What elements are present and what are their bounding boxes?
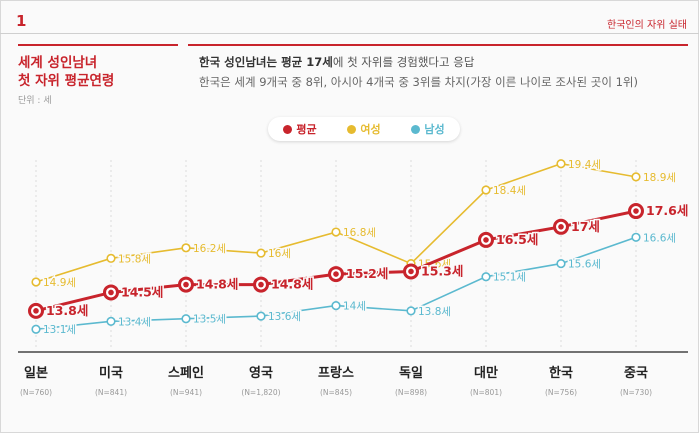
description-sub: 한국은 세계 9개국 중 8위, 아시아 4개국 중 3위를 차지(가장 이른 … bbox=[199, 75, 638, 89]
sample-size-label: (N=941) bbox=[170, 388, 202, 397]
legend-dot-female bbox=[347, 124, 357, 134]
data-point-male bbox=[406, 306, 416, 316]
data-point-female bbox=[256, 248, 266, 258]
chart-title: 세계 성인남녀 첫 자위 평균연령 bbox=[18, 54, 114, 90]
legend-item-average: 평균 bbox=[283, 121, 317, 137]
sample-size-label: (N=841) bbox=[95, 388, 127, 397]
data-point-female bbox=[631, 172, 641, 182]
data-label-male: 14세 bbox=[343, 301, 366, 313]
category-label: 미국 bbox=[99, 365, 123, 381]
category-label: 프랑스 bbox=[318, 366, 354, 381]
description-main-rest: 에 첫 자위를 경험했다고 응답 bbox=[332, 55, 475, 69]
sample-size-label: (N=845) bbox=[320, 388, 352, 397]
data-point-male bbox=[331, 301, 341, 311]
category-label: 중국 bbox=[624, 366, 648, 381]
data-point-core-average bbox=[333, 271, 339, 277]
description-main: 한국 성인남녀는 평균 17세에 첫 자위를 경험했다고 응답 bbox=[199, 54, 474, 70]
data-point-core-average bbox=[183, 281, 189, 288]
series-male: 13.1세 13.4세 13.5세 13.6세 14세 13.8세 15.1세 15.6세 16… bbox=[31, 231, 678, 338]
data-label-male: 13.1세 bbox=[43, 324, 76, 336]
legend-item-male: 남성 bbox=[411, 121, 445, 137]
data-label-average: 14.5세 bbox=[121, 284, 163, 299]
legend-label-female: 여성 bbox=[360, 123, 381, 136]
series-average: 13.8세 14.5세 14.8세 14.8세 15.2세 15.3세 16.5세 17세 17… bbox=[28, 202, 690, 319]
legend-label-average: 평균 bbox=[296, 123, 317, 136]
data-point-core-average bbox=[258, 281, 264, 288]
sample-size-label: (N=756) bbox=[545, 388, 577, 397]
data-point-core-average bbox=[108, 289, 114, 296]
category-label: 대만 bbox=[474, 365, 498, 381]
category-label: 일본 bbox=[24, 366, 48, 381]
data-point-female bbox=[106, 253, 116, 263]
data-point-female bbox=[31, 277, 41, 287]
legend-dot-average bbox=[283, 124, 293, 134]
data-point-female bbox=[181, 243, 191, 253]
sample-size-label: (N=898) bbox=[395, 388, 427, 397]
description-main-bold: 한국 성인남녀는 평균 17세 bbox=[199, 55, 333, 69]
series-tag: 한국인의 자위 실태 bbox=[607, 20, 687, 31]
data-label-average: 14.8세 bbox=[196, 277, 238, 292]
data-label-female: 16.2세 bbox=[193, 243, 226, 255]
data-point-male bbox=[106, 316, 116, 326]
data-point-male bbox=[181, 314, 191, 324]
sample-size-label: (N=801) bbox=[470, 388, 502, 397]
legend-dot-male bbox=[411, 124, 421, 134]
chart-title-line2: 첫 자위 평균연령 bbox=[18, 73, 115, 89]
data-point-core-average bbox=[33, 308, 39, 314]
data-point-male bbox=[256, 311, 266, 321]
data-point-female bbox=[331, 227, 341, 237]
data-label-average: 16.5세 bbox=[496, 232, 538, 247]
legend-label-male: 남성 bbox=[424, 123, 445, 136]
data-label-female: 18.4세 bbox=[493, 185, 526, 197]
data-label-male: 13.6세 bbox=[268, 311, 301, 323]
data-label-female: 14.9세 bbox=[43, 277, 76, 289]
data-point-core-average bbox=[633, 208, 639, 214]
data-label-female: 15.8세 bbox=[118, 253, 151, 265]
data-label-male: 16.6세 bbox=[643, 232, 676, 244]
data-label-female: 16.8세 bbox=[343, 227, 376, 239]
header-divider bbox=[0, 33, 699, 34]
title-rule-right bbox=[188, 44, 688, 46]
data-label-female: 16세 bbox=[268, 248, 291, 260]
category-label: 독일 bbox=[399, 366, 423, 381]
page-number: 1 bbox=[16, 12, 27, 30]
data-point-core-average bbox=[483, 237, 489, 243]
series-female: 14.9세 15.8세 16.2세 16세 16.8세 15.6세 18.4세 19.4세 18… bbox=[31, 157, 678, 290]
legend-item-female: 여성 bbox=[347, 121, 381, 137]
data-point-core-average bbox=[558, 224, 564, 230]
data-label-male: 13.8세 bbox=[418, 306, 451, 318]
data-point-female bbox=[481, 185, 491, 195]
data-label-average: 15.3세 bbox=[421, 263, 463, 278]
sample-size-label: (N=1,820) bbox=[241, 388, 280, 397]
data-label-average: 14.8세 bbox=[271, 277, 313, 292]
data-point-male bbox=[631, 232, 641, 242]
data-point-male bbox=[556, 258, 566, 269]
category-label: 영국 bbox=[249, 366, 273, 381]
data-label-female: 19.4세 bbox=[568, 159, 601, 171]
sample-size-label: (N=730) bbox=[620, 388, 652, 397]
data-label-male: 13.4세 bbox=[118, 316, 151, 328]
sample-size-label: (N=760) bbox=[20, 388, 52, 397]
data-label-average: 15.2세 bbox=[346, 266, 388, 281]
data-label-male: 15.6세 bbox=[568, 259, 601, 271]
chart-title-line1: 세계 성인남녀 bbox=[18, 55, 98, 71]
data-point-male bbox=[31, 324, 41, 334]
data-label-male: 15.1세 bbox=[493, 272, 526, 284]
data-point-core-average bbox=[408, 268, 414, 275]
data-point-female bbox=[556, 159, 566, 169]
data-label-average: 13.8세 bbox=[46, 303, 88, 318]
data-label-average: 17.6세 bbox=[646, 203, 688, 218]
category-label: 스페인 bbox=[168, 365, 204, 381]
title-rule-left bbox=[18, 44, 178, 46]
data-label-female: 15.6세 bbox=[418, 259, 451, 271]
data-label-average: 17세 bbox=[571, 219, 600, 234]
data-label-female: 18.9세 bbox=[643, 172, 676, 184]
category-label: 한국 bbox=[549, 365, 573, 381]
legend: 평균 여성 남성 bbox=[268, 117, 460, 141]
unit-label: 단위 : 세 bbox=[18, 96, 52, 106]
data-label-male: 13.5세 bbox=[193, 314, 226, 326]
data-point-male bbox=[481, 272, 491, 282]
